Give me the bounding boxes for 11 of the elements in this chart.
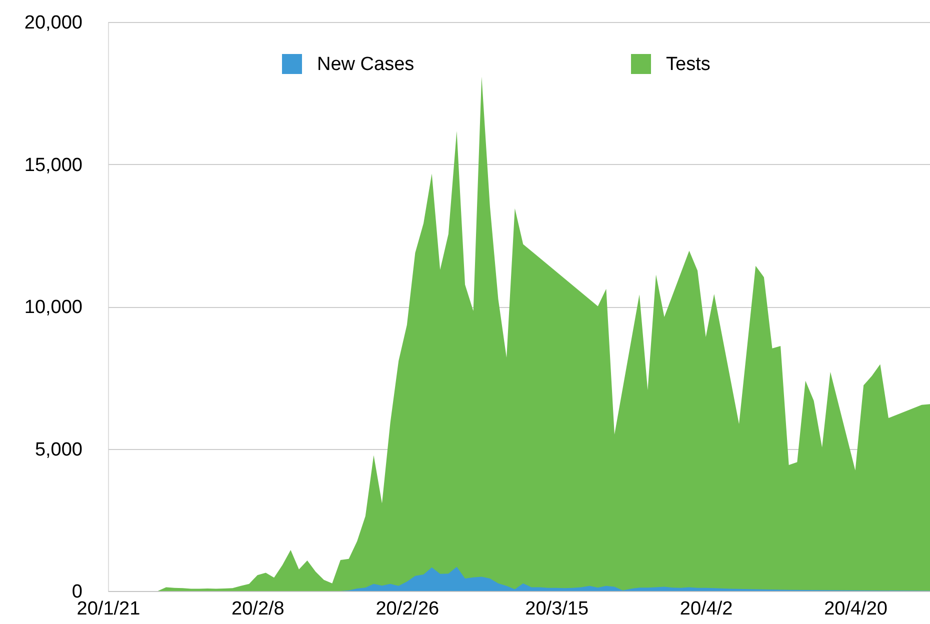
- x-tick-label: 20/3/15: [525, 598, 589, 620]
- y-tick-label: 10,000: [24, 297, 82, 318]
- x-tick-label: 20/4/20: [824, 598, 888, 620]
- legend-label: New Cases: [317, 54, 414, 75]
- y-tick-label: 5,000: [34, 439, 82, 460]
- y-tick-label: 15,000: [24, 154, 82, 176]
- y-tick-label: 20,000: [24, 12, 82, 34]
- x-tick-label: 20/2/26: [376, 598, 440, 620]
- legend-label: Tests: [666, 54, 710, 75]
- x-tick-label: 20/4/2: [680, 598, 733, 620]
- x-tick-label: 20/2/8: [232, 598, 284, 620]
